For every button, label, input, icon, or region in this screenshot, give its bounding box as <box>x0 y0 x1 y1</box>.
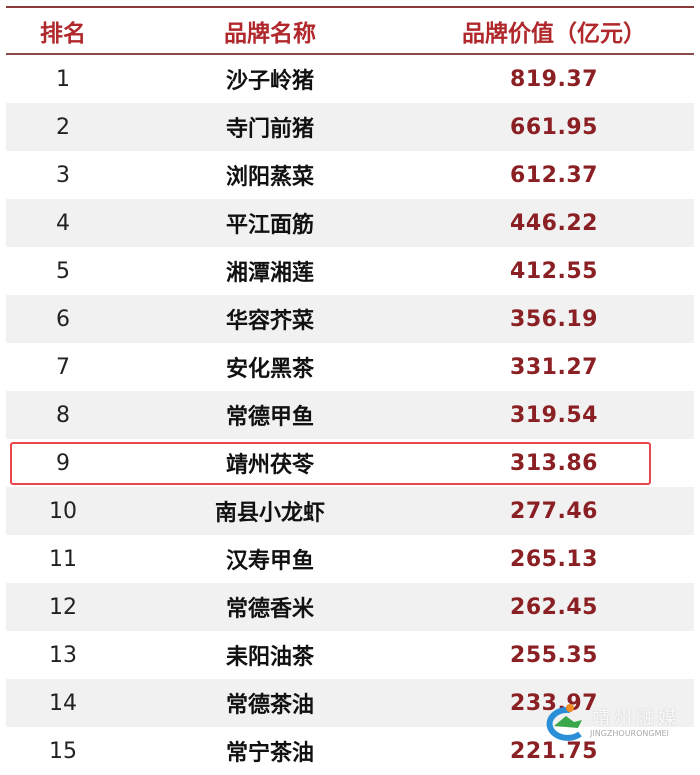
table-row: 1 沙子岭猪 819.37 <box>6 55 694 103</box>
brand-cell: 浏阳蒸菜 <box>225 165 314 190</box>
rank-cell: 7 <box>56 354 70 380</box>
brand-cell: 南县小龙虾 <box>214 501 325 526</box>
brand-cell: 常宁茶油 <box>225 741 314 766</box>
table-row: 15 常宁茶油 221.75 <box>6 727 694 775</box>
value-cell: 356.19 <box>510 306 598 332</box>
rank-cell: 1 <box>56 66 70 92</box>
header-rank: 排名 <box>40 20 86 47</box>
value-cell: 277.46 <box>510 498 598 524</box>
header-brand: 品牌名称 <box>224 20 316 47</box>
brand-cell: 沙子岭猪 <box>225 69 314 94</box>
table-row: 4 平江面筋 446.22 <box>6 199 694 247</box>
rank-cell: 13 <box>49 642 77 668</box>
brand-cell: 安化黑茶 <box>225 357 314 382</box>
table-row: 3 浏阳蒸菜 612.37 <box>6 151 694 199</box>
table-row: 13 耒阳油茶 255.35 <box>6 631 694 679</box>
table-row: 12 常德香米 262.45 <box>6 583 694 631</box>
brand-cell: 常德甲鱼 <box>225 405 314 430</box>
rank-cell: 8 <box>56 402 70 428</box>
value-cell: 255.35 <box>510 642 598 668</box>
rank-cell: 10 <box>49 498 77 524</box>
rank-cell: 5 <box>56 258 70 284</box>
rank-cell: 6 <box>56 306 70 332</box>
table-row: 7 安化黑茶 331.27 <box>6 343 694 391</box>
value-cell: 446.22 <box>510 210 598 236</box>
watermark-logo-icon <box>546 704 582 741</box>
rank-cell: 4 <box>56 210 70 236</box>
value-cell: 412.55 <box>510 258 598 284</box>
brand-cell: 靖州茯苓 <box>225 453 314 478</box>
value-cell: 313.86 <box>510 450 598 476</box>
table-row: 10 南县小龙虾 277.46 <box>6 487 694 535</box>
brand-cell: 耒阳油茶 <box>225 645 314 670</box>
value-cell: 661.95 <box>510 114 598 140</box>
value-cell: 221.75 <box>510 738 598 764</box>
value-cell: 265.13 <box>510 546 598 572</box>
brand-cell: 寺门前猪 <box>225 117 314 142</box>
rank-cell: 14 <box>49 690 77 716</box>
rank-cell: 15 <box>49 738 77 764</box>
rank-cell: 3 <box>56 162 70 188</box>
brand-cell: 华容芥菜 <box>225 309 314 334</box>
table-row: 14 常德茶油 233.97 <box>6 679 694 727</box>
watermark-cn: 靖州融媒 <box>592 708 680 729</box>
table-row: 6 华容芥菜 356.19 <box>6 295 694 343</box>
brand-cell: 汉寿甲鱼 <box>225 549 314 574</box>
watermark-en: JINGZHOURONGMEI <box>590 729 669 738</box>
table-row: 11 汉寿甲鱼 265.13 <box>6 535 694 583</box>
value-cell: 262.45 <box>510 594 598 620</box>
table-header: 排名 品牌名称 品牌价值（亿元） <box>6 8 694 53</box>
header-rule <box>6 53 694 55</box>
value-cell: 612.37 <box>510 162 598 188</box>
table-body: 1 沙子岭猪 819.37 2 寺门前猪 661.95 3 浏阳蒸菜 612.37 4 平江面筋 44… <box>6 55 694 775</box>
rank-cell: 11 <box>49 546 77 572</box>
table-row: 8 常德甲鱼 319.54 <box>6 391 694 439</box>
rank-cell: 12 <box>49 594 77 620</box>
rank-cell: 9 <box>56 450 70 476</box>
table-row: 2 寺门前猪 661.95 <box>6 103 694 151</box>
value-cell: 819.37 <box>510 66 598 92</box>
value-cell: 331.27 <box>510 354 598 380</box>
brand-cell: 平江面筋 <box>225 213 314 238</box>
table-row: 5 湘潭湘莲 412.55 <box>6 247 694 295</box>
value-cell: 319.54 <box>510 402 598 428</box>
header-value: 品牌价值（亿元） <box>462 20 646 47</box>
watermark: 靖州融媒 JINGZHOURONGMEI <box>540 700 700 750</box>
brand-cell: 常德茶油 <box>225 693 314 718</box>
table-row: 9 靖州茯苓 313.86 <box>6 439 694 487</box>
rank-cell: 2 <box>56 114 70 140</box>
top-rule <box>6 6 694 8</box>
brand-cell: 湘潭湘莲 <box>225 261 314 286</box>
highlight-box <box>10 442 651 485</box>
brand-cell: 常德香米 <box>225 597 314 622</box>
